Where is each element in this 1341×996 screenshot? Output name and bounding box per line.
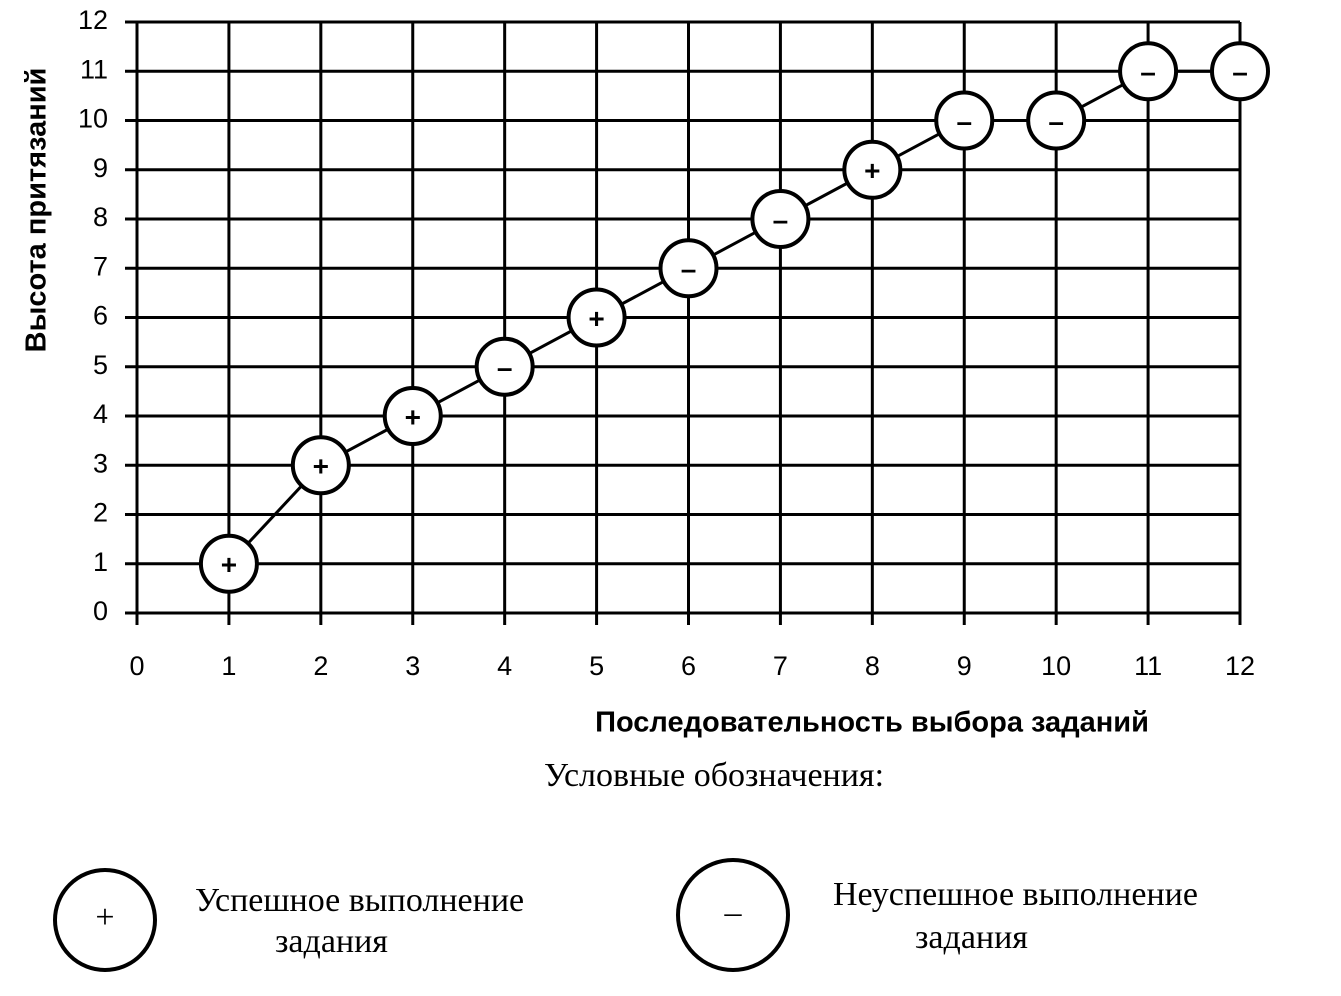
- y-tick-label: 1: [93, 547, 108, 577]
- point-marker: [1026, 90, 1087, 151]
- point-symbol: +: [221, 549, 237, 580]
- legend-title: Условные обозначения:: [544, 757, 884, 794]
- point-symbol: +: [405, 401, 421, 432]
- point-symbol: +: [864, 155, 880, 186]
- y-tick-label: 6: [93, 301, 108, 331]
- legend-marker: [676, 858, 790, 972]
- point-marker: [842, 139, 903, 200]
- y-tick-label: 4: [93, 399, 108, 429]
- point-marker: [1118, 41, 1179, 102]
- legend-label: задания: [275, 923, 388, 960]
- point-symbol: –: [1140, 57, 1156, 88]
- point-marker: [1210, 41, 1270, 102]
- y-tick-label: 12: [78, 5, 108, 35]
- point-marker: [198, 533, 259, 594]
- legend-label: задания: [915, 919, 1028, 956]
- legend-symbol: +: [95, 899, 114, 936]
- point-symbol: –: [1232, 57, 1248, 88]
- y-tick-label: 11: [80, 54, 108, 84]
- x-tick-label: 8: [865, 651, 880, 681]
- x-tick-label: 12: [1225, 651, 1255, 681]
- legend-marker: [53, 868, 157, 972]
- y-tick-label: 5: [93, 350, 108, 380]
- legend-symbol: –: [724, 894, 743, 931]
- point-symbol: –: [681, 254, 697, 285]
- x-axis-title: Последовательность выбора заданий: [595, 707, 1149, 739]
- x-tick-label: 11: [1134, 651, 1162, 681]
- y-tick-label: 0: [93, 596, 108, 626]
- y-tick-label: 9: [93, 153, 108, 183]
- legend-label: Неуспешное выполнение: [833, 876, 1198, 913]
- point-symbol: –: [773, 204, 789, 235]
- y-tick-label: 3: [93, 448, 108, 478]
- point-marker: [290, 435, 351, 496]
- legend-label: Успешное выполнение: [195, 882, 524, 919]
- y-tick-label: 7: [93, 251, 108, 281]
- x-tick-label: 3: [405, 651, 420, 681]
- x-tick-label: 2: [313, 651, 328, 681]
- x-tick-label: 1: [221, 651, 236, 681]
- x-tick-label: 4: [497, 651, 512, 681]
- point-marker: [934, 90, 995, 151]
- y-axis-title: Высота притязаний: [21, 68, 53, 353]
- y-tick-label: 8: [93, 202, 108, 232]
- y-tick-label: 10: [78, 104, 108, 134]
- x-tick-label: 0: [129, 651, 144, 681]
- point-symbol: –: [497, 352, 513, 383]
- x-tick-label: 7: [773, 651, 788, 681]
- point-symbol: –: [956, 106, 972, 137]
- x-tick-label: 9: [957, 651, 972, 681]
- point-marker: [474, 336, 535, 397]
- point-marker: [750, 189, 811, 249]
- x-tick-label: 6: [681, 651, 696, 681]
- point-symbol: –: [1048, 106, 1064, 137]
- x-tick-label: 10: [1041, 651, 1071, 681]
- point-marker: [658, 238, 719, 299]
- point-marker: [566, 287, 627, 348]
- point-marker: [382, 386, 443, 446]
- point-symbol: +: [313, 451, 329, 482]
- point-symbol: +: [588, 303, 604, 334]
- y-tick-label: 2: [93, 498, 108, 528]
- x-tick-label: 5: [589, 651, 604, 681]
